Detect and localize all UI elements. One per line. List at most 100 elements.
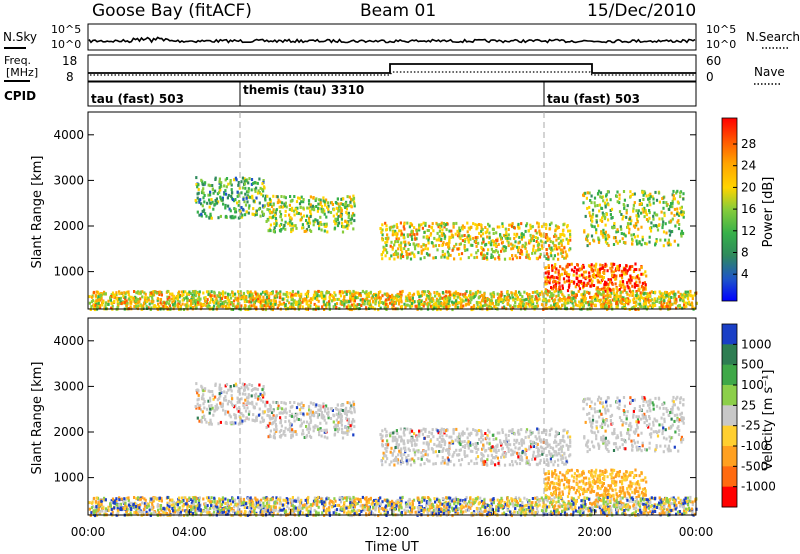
- power-cell: [638, 296, 641, 300]
- power-cell: [641, 238, 644, 242]
- power-cell: [643, 206, 646, 210]
- power-cell: [320, 209, 323, 213]
- power-cell: [591, 300, 594, 304]
- power-cell: [219, 299, 222, 303]
- power-cell: [510, 291, 513, 295]
- power-cell: [563, 246, 566, 250]
- power-cell: [488, 224, 491, 228]
- power-cell: [427, 241, 430, 245]
- power-cell: [450, 229, 453, 233]
- power-cell: [438, 297, 442, 301]
- power-cell: [535, 256, 538, 260]
- power-cell: [141, 295, 144, 299]
- power-cell: [662, 230, 666, 234]
- power-cell: [511, 243, 514, 247]
- power-cell: [332, 296, 335, 300]
- velocity-cell: [347, 409, 350, 413]
- power-cell: [456, 305, 459, 309]
- velocity-cell: [237, 422, 240, 426]
- power-cell: [672, 290, 675, 294]
- power-cell: [603, 302, 606, 306]
- velocity-cell: [307, 412, 311, 416]
- power-cell: [500, 298, 503, 301]
- velocity-cell: [456, 440, 460, 444]
- power-cell: [279, 205, 283, 209]
- power-cell: [622, 203, 625, 206]
- power-cell: [203, 200, 206, 204]
- power-cell: [235, 306, 238, 310]
- power-cell: [570, 268, 574, 272]
- velocity-cell: [197, 393, 200, 397]
- power-cell: [225, 214, 228, 218]
- power-cell: [352, 289, 355, 293]
- power-cell: [373, 293, 376, 296]
- power-cell: [335, 306, 338, 309]
- power-cell: [486, 298, 489, 301]
- power-cell: [632, 301, 635, 304]
- power-cell: [198, 297, 201, 301]
- velocity-cell: [325, 428, 328, 432]
- velocity-cell: [494, 463, 497, 467]
- power-cell: [620, 213, 623, 216]
- power-cell: [621, 297, 624, 301]
- power-cell: [557, 236, 560, 240]
- power-cell: [420, 251, 423, 255]
- power-cell: [390, 240, 393, 244]
- power-cell: [156, 297, 159, 301]
- power-cell: [342, 225, 345, 229]
- power-cell: [628, 299, 632, 303]
- velocity-cell: [290, 405, 293, 409]
- power-cell: [504, 248, 507, 252]
- power-cell: [271, 291, 274, 295]
- velocity-cell: [227, 399, 230, 403]
- power-cell: [244, 186, 247, 190]
- power-cell: [676, 210, 679, 214]
- power-cell: [610, 269, 613, 273]
- power-cell: [250, 182, 253, 186]
- power-cell: [210, 198, 213, 201]
- power-cell: [272, 306, 275, 309]
- power-cell: [384, 221, 387, 225]
- power-cell: [404, 305, 407, 309]
- power-cell: [178, 290, 181, 294]
- power-cell: [247, 181, 250, 185]
- velocity-cell: [340, 423, 343, 427]
- velocity-cell: [233, 413, 236, 417]
- power-cell: [550, 254, 553, 258]
- power-cell: [289, 216, 292, 219]
- velocity-cell: [198, 406, 201, 410]
- power-cell: [463, 225, 466, 229]
- power-cell: [421, 290, 424, 294]
- power-cell: [640, 265, 643, 269]
- velocity-cell: [326, 411, 329, 415]
- power-cell: [216, 305, 219, 309]
- power-cell: [575, 293, 578, 297]
- velocity-cell: [415, 435, 418, 439]
- power-cell: [611, 274, 614, 277]
- power-cell: [588, 264, 592, 268]
- power-cell: [569, 229, 572, 233]
- velocity-cell: [240, 386, 243, 390]
- power-cell: [591, 208, 595, 212]
- power-cell: [546, 293, 549, 297]
- power-cell: [459, 257, 462, 261]
- power-cell: [642, 292, 645, 296]
- power-cell: [198, 213, 201, 217]
- power-cell: [658, 290, 661, 294]
- power-cell: [201, 189, 204, 193]
- velocity-cell: [508, 463, 511, 467]
- power-cell: [560, 241, 563, 245]
- velocity-cell: [234, 416, 237, 420]
- power-cell: [376, 296, 379, 300]
- power-cell: [307, 199, 311, 203]
- power-cell: [379, 290, 382, 294]
- velocity-cell: [280, 428, 283, 432]
- power-cell: [391, 293, 394, 297]
- power-cell: [631, 294, 634, 297]
- power-cell: [472, 292, 475, 296]
- velocity-cell: [234, 404, 237, 407]
- velocity-cell: [279, 419, 283, 422]
- power-cell: [431, 297, 434, 301]
- power-cell: [211, 298, 214, 301]
- velocity-cell: [272, 416, 275, 420]
